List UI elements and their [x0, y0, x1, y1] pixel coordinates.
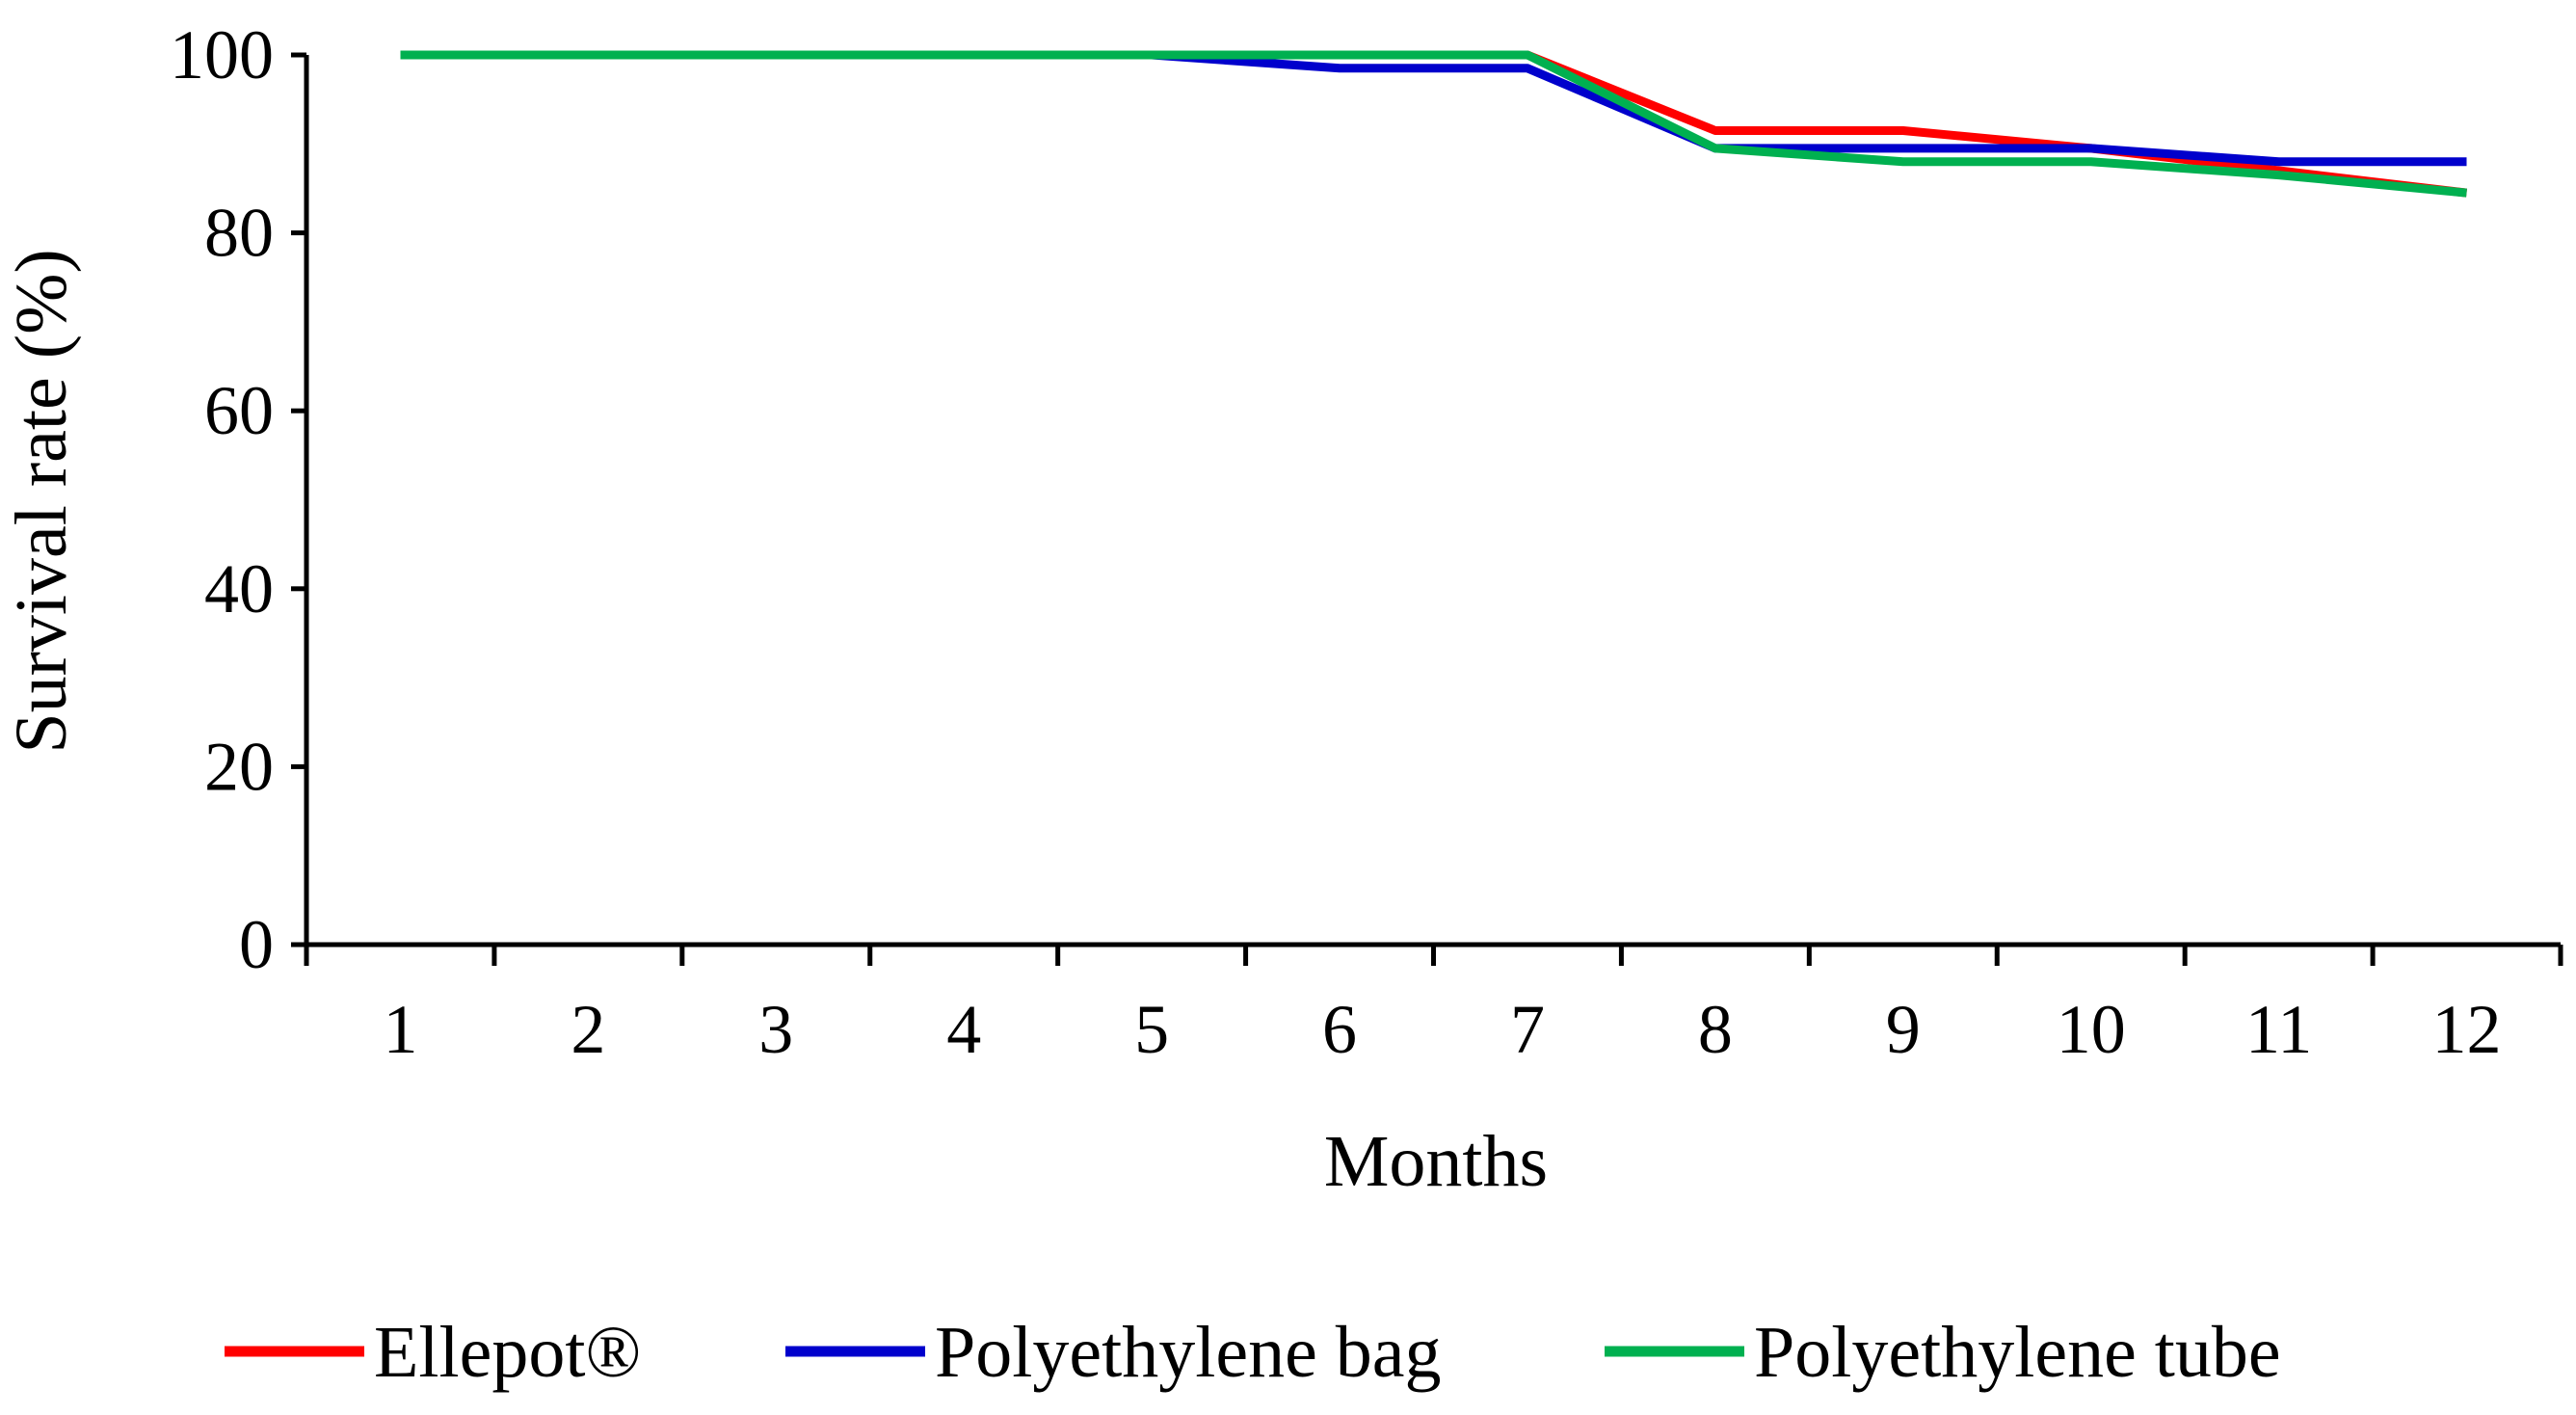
- series-line-1: [400, 50, 2468, 198]
- x-tick-label: 2: [571, 991, 605, 1068]
- series-line-2: [400, 50, 2467, 167]
- x-tick-label: 10: [2057, 991, 2126, 1068]
- y-tick-label: 40: [204, 550, 274, 627]
- legend: Ellepot® Polyethylene bag Polyethylene tub…: [225, 1312, 2281, 1393]
- x-tick-label: 6: [1322, 991, 1357, 1068]
- legend-label: Ellepot®: [374, 1312, 641, 1393]
- y-tick-label: 100: [170, 16, 274, 93]
- x-tick-label: 3: [758, 991, 793, 1068]
- legend-label: Polyethylene tube: [1754, 1312, 2281, 1393]
- x-axis-title: Months: [1324, 1121, 1548, 1202]
- x-tick-label: 8: [1698, 991, 1733, 1068]
- x-tick-label: 11: [2245, 991, 2312, 1068]
- x-tick-label: 5: [1134, 991, 1169, 1068]
- y-ticks: 0 20 40 60 80 100: [170, 16, 306, 983]
- axes: [304, 55, 2561, 948]
- x-tick-label: 9: [1886, 991, 1921, 1068]
- x-tick-label: 4: [946, 991, 981, 1068]
- x-tick-label: 12: [2432, 991, 2502, 1068]
- y-axis-title: Survival rate (%): [1, 249, 82, 753]
- x-ticks: 1 2 3 4 5 6 7 8 9 10 11 12: [304, 945, 2563, 1068]
- series-line-3: [400, 50, 2467, 198]
- legend-label: Polyethylene bag: [935, 1312, 1442, 1393]
- y-tick-label: 60: [204, 372, 274, 449]
- x-tick-label: 1: [383, 991, 417, 1068]
- series-lines: [400, 50, 2468, 198]
- x-tick-label: 7: [1510, 991, 1545, 1068]
- y-tick-label: 80: [204, 195, 274, 272]
- y-tick-label: 20: [204, 728, 274, 805]
- y-tick-label: 0: [239, 906, 274, 983]
